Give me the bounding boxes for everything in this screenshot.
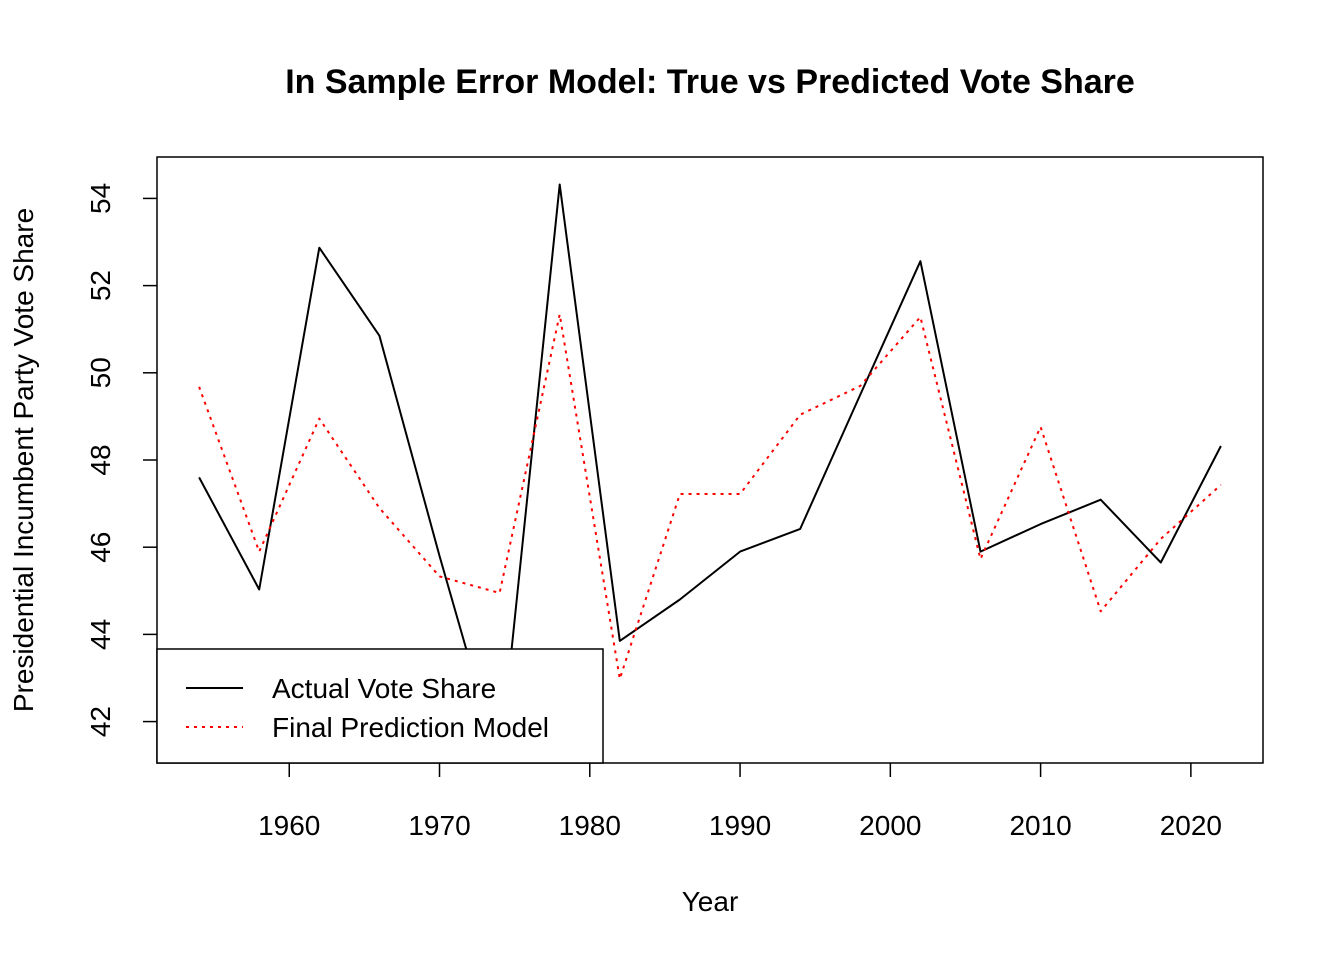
y-tick-label: 54 xyxy=(85,183,116,214)
x-tick-label: 1980 xyxy=(559,810,621,841)
x-tick-label: 2000 xyxy=(859,810,921,841)
series-line-0 xyxy=(198,183,1222,763)
y-tick-label: 46 xyxy=(85,532,116,563)
x-axis-label: Year xyxy=(682,886,739,917)
x-tick-label: 2020 xyxy=(1160,810,1222,841)
legend-box xyxy=(156,648,604,764)
x-axis: 1960 1970 1980 1990 2000 2010 2020 xyxy=(258,763,1222,841)
series-layer xyxy=(198,183,1222,763)
y-axis: 42 44 46 48 50 52 54 xyxy=(85,183,157,737)
y-tick-label: 44 xyxy=(85,619,116,650)
chart-title: In Sample Error Model: True vs Predicted… xyxy=(285,63,1135,101)
legend-label-actual: Actual Vote Share xyxy=(272,673,496,704)
x-tick-label: 1990 xyxy=(709,810,771,841)
legend-label-prediction: Final Prediction Model xyxy=(272,712,549,743)
y-tick-label: 48 xyxy=(85,444,116,475)
y-axis-label: Presidential Incumbent Party Vote Share xyxy=(8,208,39,712)
y-tick-label: 52 xyxy=(85,270,116,301)
x-tick-label: 2010 xyxy=(1009,810,1071,841)
x-tick-label: 1970 xyxy=(408,810,470,841)
legend: Actual Vote Share Final Prediction Model xyxy=(156,648,604,764)
series-line-1 xyxy=(198,313,1222,680)
y-tick-label: 42 xyxy=(85,706,116,737)
y-tick-label: 50 xyxy=(85,357,116,388)
x-tick-label: 1960 xyxy=(258,810,320,841)
